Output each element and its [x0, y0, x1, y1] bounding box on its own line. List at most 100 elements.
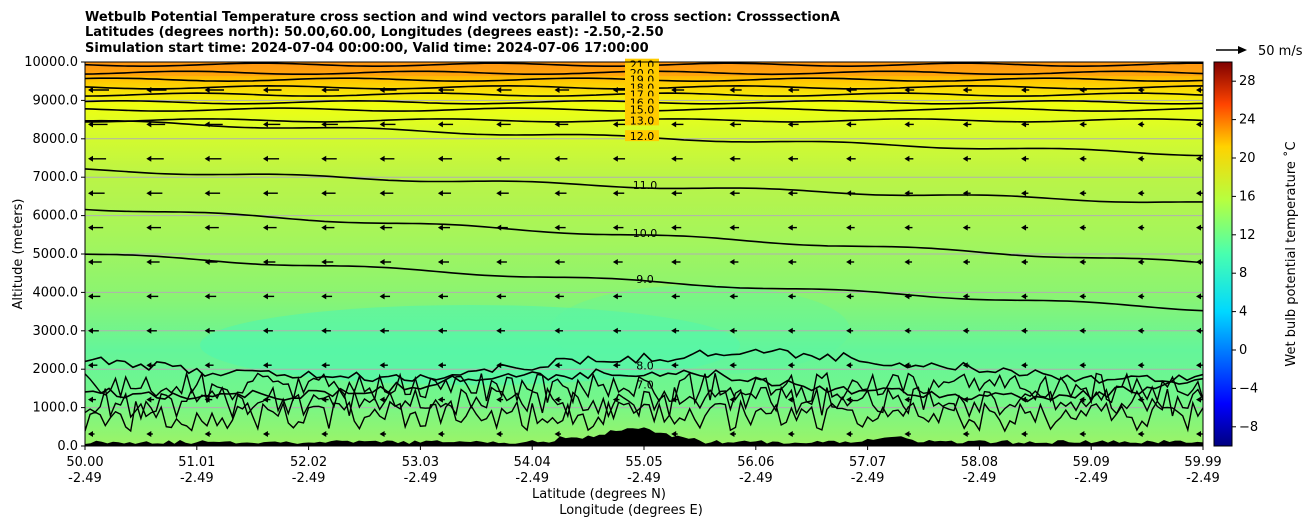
wind-vector-head	[437, 327, 443, 334]
wind-vector-head	[1079, 224, 1085, 231]
x-axis-label-2: Longitude (degrees E)	[559, 503, 703, 518]
x-tick-label: 59.99	[1184, 455, 1221, 470]
wind-vector-head	[1021, 431, 1027, 437]
wind-vector-head	[1079, 431, 1085, 437]
wind-vector-head	[262, 224, 268, 231]
x-tick-label-lon: -2.49	[404, 471, 438, 486]
wind-vector-head	[204, 293, 210, 300]
contour-label-bg	[625, 114, 659, 126]
y-tick-label: 0.0	[57, 439, 78, 454]
x-tick-label-lon: -2.49	[180, 471, 214, 486]
wind-vector-head	[787, 155, 793, 162]
wind-vector-head	[496, 396, 502, 403]
wind-vector-head	[146, 327, 152, 334]
wind-vector-head	[671, 362, 677, 369]
wind-vector-head	[962, 362, 968, 369]
contour-labels: 21.020.019.018.017.016.015.013.012.011.0…	[625, 58, 659, 392]
wind-vector-head	[554, 362, 560, 369]
wind-vector-head	[204, 327, 210, 334]
wind-vector-head	[146, 431, 152, 437]
contour-label: 12.0	[630, 130, 655, 143]
contour-label-bg	[625, 58, 659, 70]
wind-vector-head	[962, 190, 968, 197]
contour-label: 15.0	[630, 104, 655, 117]
wind-vector-head	[962, 224, 968, 231]
wind-vector-head	[262, 396, 268, 403]
wind-vector-head	[1021, 293, 1027, 300]
wind-vector-head	[904, 362, 910, 369]
x-tick-label: 57.07	[849, 455, 886, 470]
colorbar-tick-label: 20	[1239, 151, 1256, 166]
wind-vector-head	[88, 87, 93, 93]
wind-vector-head	[88, 224, 93, 231]
wind-vector-head	[262, 155, 268, 162]
wind-vector-head	[1079, 87, 1085, 93]
wind-vector-head	[379, 293, 385, 300]
wind-vector-head	[1021, 155, 1027, 162]
wind-vector-head	[379, 327, 385, 334]
wind-vector-head	[1137, 190, 1143, 197]
y-tick-label: 8000.0	[33, 132, 79, 147]
wind-vector-head	[787, 327, 793, 334]
wind-vector-head	[904, 259, 910, 265]
wind-vector-head	[904, 396, 910, 403]
wind-vector-head	[437, 293, 443, 300]
plot-overlays	[85, 62, 1203, 446]
contour-label-bg	[625, 96, 659, 108]
contour-label-bg	[625, 73, 659, 85]
wind-vector-head	[1196, 293, 1201, 300]
wind-vector-head	[321, 293, 327, 300]
wind-vector-head	[204, 87, 210, 93]
wind-vector-head	[671, 327, 677, 334]
contour-label-bg	[625, 88, 659, 100]
wind-vector-head	[962, 327, 968, 334]
wind-vector-head	[204, 396, 210, 403]
wind-vector-head	[1196, 87, 1201, 93]
wind-vector-head	[88, 396, 93, 403]
wind-vector-head	[88, 259, 93, 265]
wind-vector-head	[554, 327, 560, 334]
wind-vector-head	[612, 190, 618, 197]
wind-vector-head	[1021, 362, 1027, 369]
wind-vector-head	[554, 155, 560, 162]
wind-vector-head	[1079, 259, 1085, 265]
wind-vector-head	[88, 431, 93, 437]
contour-line-lowlevel	[85, 399, 1203, 433]
wind-vector-head	[321, 259, 327, 265]
colorbar	[1213, 61, 1233, 447]
wind-vector-head	[379, 362, 385, 369]
y-tick-label: 7000.0	[33, 170, 79, 185]
wind-vector-head	[496, 155, 502, 162]
wind-vector-head	[496, 431, 502, 437]
wind-vector-head	[612, 224, 618, 231]
colorbar-tick-label: 8	[1239, 266, 1247, 281]
x-tick-label-lon: -2.49	[851, 471, 885, 486]
wind-vector-head	[554, 87, 560, 93]
contour-label: 10.0	[633, 227, 658, 240]
wind-vector-head	[846, 224, 852, 231]
contour-label: 11.0	[633, 179, 658, 192]
wind-vector-head	[554, 190, 560, 197]
wind-vector-head	[262, 259, 268, 265]
wind-vector-head	[729, 293, 735, 300]
wind-vector-head	[962, 121, 968, 128]
wind-vector-head	[1137, 121, 1143, 128]
wind-vector-head	[962, 396, 968, 403]
chart-title: Wetbulb Potential Temperature cross sect…	[85, 10, 840, 56]
colorbar-tick-label: 0	[1239, 343, 1247, 358]
wind-vector-head	[904, 87, 910, 93]
title-line-1: Wetbulb Potential Temperature cross sect…	[85, 10, 840, 25]
wind-vector-head	[1196, 224, 1201, 231]
wind-vector-head	[496, 224, 502, 231]
wind-vector-head	[554, 293, 560, 300]
wind-vector-head	[671, 396, 677, 403]
wind-vector-head	[671, 190, 677, 197]
wind-vector-head	[1196, 121, 1201, 128]
wind-vector-head	[612, 293, 618, 300]
wind-vector-head	[204, 362, 210, 369]
wind-vector-head	[787, 293, 793, 300]
wind-vector-head	[787, 362, 793, 369]
wind-vector-head	[146, 155, 152, 162]
wind-vector-head	[1021, 224, 1027, 231]
contour-label: 9.0	[636, 273, 654, 286]
